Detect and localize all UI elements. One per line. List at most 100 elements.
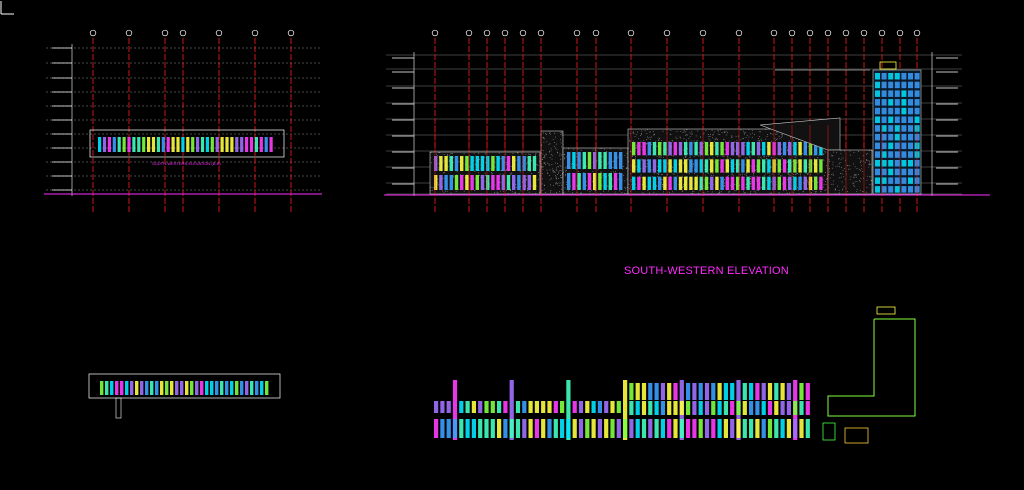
- facade-texture: [485, 162, 486, 164]
- facade-texture: [532, 193, 534, 195]
- facade-texture: [549, 151, 550, 153]
- facade-texture: [722, 155, 724, 157]
- window-panel: [798, 142, 802, 156]
- facade-texture: [822, 179, 824, 181]
- facade-texture: [652, 176, 653, 178]
- facade-texture: [536, 164, 538, 165]
- facade-texture: [843, 185, 845, 187]
- roof-equipment-legend: [876, 306, 896, 315]
- facade-texture: [690, 133, 692, 135]
- facade-texture: [676, 138, 678, 139]
- facade-texture: [544, 157, 546, 159]
- legend-window: [240, 381, 244, 395]
- window-panel: [603, 173, 607, 190]
- facade-texture: [510, 189, 511, 190]
- left-window-legend: [88, 373, 281, 419]
- window-panel: [746, 159, 750, 173]
- facade-texture: [530, 185, 532, 187]
- window-panel: [454, 156, 459, 171]
- facade-texture: [729, 157, 731, 159]
- window-panel: [819, 159, 823, 173]
- facade-texture: [499, 181, 501, 183]
- facade-texture: [756, 189, 758, 191]
- window-panel: [506, 175, 511, 190]
- facade-texture: [683, 162, 684, 164]
- tower-window: [908, 107, 913, 115]
- legend-window: [528, 401, 533, 413]
- tower-window: [888, 142, 894, 150]
- facade-texture: [620, 149, 622, 150]
- tower-window: [881, 133, 887, 141]
- tower-window: [908, 116, 913, 123]
- facade-texture: [637, 131, 638, 133]
- facade-texture: [862, 191, 864, 193]
- facade-texture: [497, 192, 499, 194]
- facade-texture: [438, 169, 440, 170]
- facade-texture: [761, 187, 762, 189]
- facade-texture: [625, 168, 627, 169]
- facade-texture: [663, 191, 664, 193]
- facade-texture: [625, 187, 626, 189]
- facade-texture: [700, 136, 701, 138]
- facade-texture: [615, 193, 617, 195]
- facade-texture: [757, 140, 759, 141]
- facade-texture: [667, 169, 669, 171]
- window-panel: [814, 142, 818, 156]
- facade-texture: [847, 191, 848, 192]
- facade-texture: [560, 166, 562, 167]
- facade-texture: [808, 172, 809, 174]
- facade-texture: [437, 182, 438, 184]
- facade-texture: [860, 178, 862, 180]
- facade-texture: [555, 182, 557, 184]
- facade-texture: [606, 151, 607, 152]
- facade-texture: [864, 194, 866, 195]
- facade-texture: [554, 172, 556, 174]
- facade-texture: [675, 136, 677, 138]
- facade-texture: [849, 168, 851, 170]
- window-panel: [715, 176, 719, 190]
- facade-texture: [541, 183, 543, 185]
- facade-texture: [786, 189, 787, 191]
- facade-texture: [866, 187, 868, 188]
- window-panel: [577, 152, 581, 169]
- facade-texture: [515, 184, 517, 185]
- facade-texture: [594, 190, 596, 191]
- window-panel: [608, 152, 612, 169]
- facade-texture: [696, 140, 697, 142]
- window-panel: [460, 175, 464, 190]
- facade-texture: [770, 167, 772, 168]
- facade-texture: [856, 181, 858, 183]
- facade-texture: [838, 157, 840, 159]
- facade-texture: [673, 173, 675, 175]
- facade-texture: [766, 187, 768, 189]
- facade-texture: [640, 174, 642, 176]
- window-panel: [480, 156, 485, 171]
- tower-window: [914, 90, 920, 97]
- facade-texture: [658, 174, 660, 175]
- facade-texture: [825, 184, 827, 185]
- facade-texture: [549, 150, 550, 152]
- facade-texture: [777, 158, 779, 160]
- facade-texture: [499, 158, 501, 159]
- facade-texture: [456, 171, 458, 172]
- facade-texture: [863, 177, 864, 179]
- facade-texture: [811, 192, 812, 193]
- facade-texture: [724, 182, 725, 184]
- facade-texture: [473, 169, 475, 171]
- facade-texture: [553, 170, 554, 171]
- legend-window: [654, 401, 659, 415]
- facade-texture: [550, 191, 551, 193]
- facade-texture: [542, 169, 544, 171]
- facade-texture: [740, 174, 742, 176]
- facade-texture: [723, 186, 725, 187]
- window-panel: [439, 156, 443, 171]
- facade-texture: [752, 132, 754, 134]
- window-panel: [803, 159, 807, 173]
- facade-texture: [815, 191, 817, 193]
- facade-texture: [761, 140, 762, 142]
- window-panel: [572, 152, 576, 169]
- window-panel: [132, 137, 136, 152]
- facade-texture: [571, 166, 572, 168]
- facade-texture: [845, 159, 846, 161]
